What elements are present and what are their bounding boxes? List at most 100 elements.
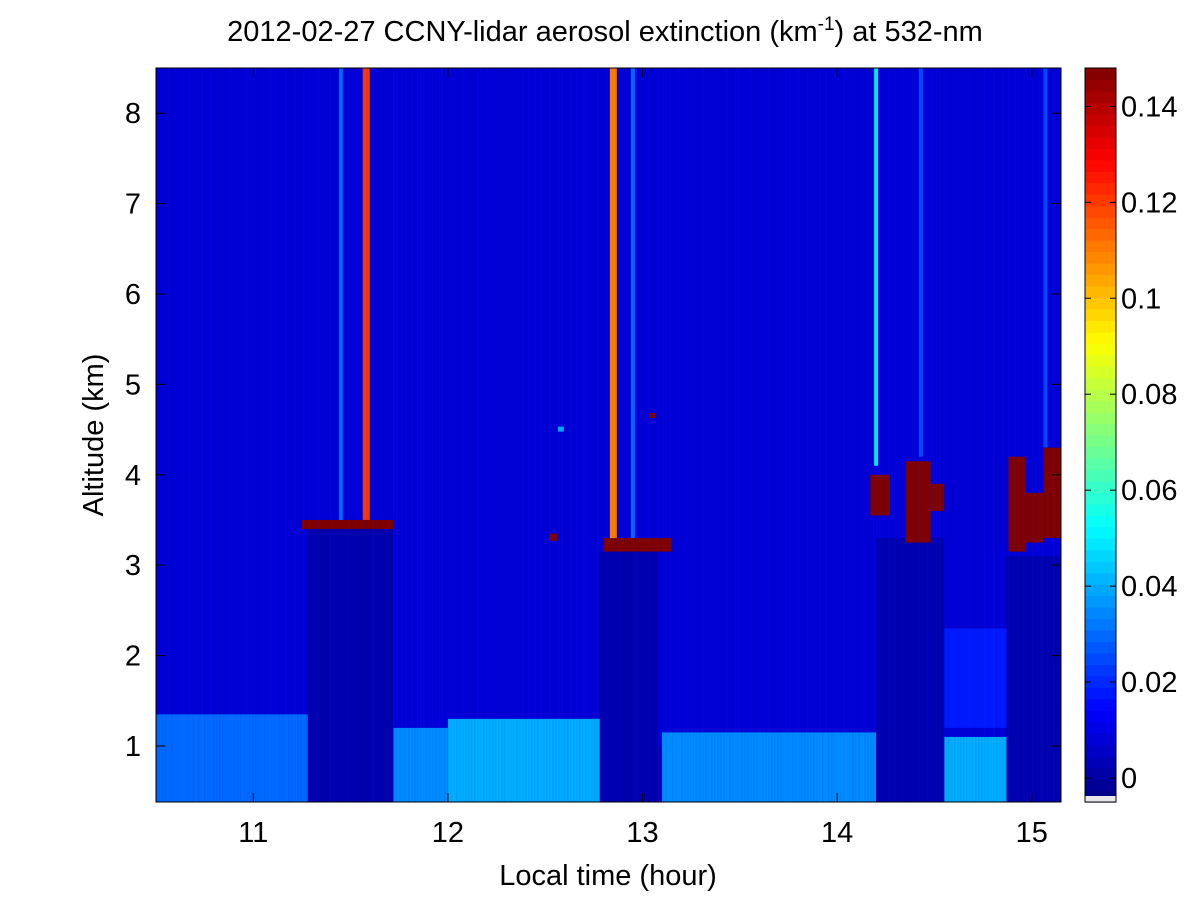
y-tick-label: 6 bbox=[125, 279, 141, 311]
y-axis-label: Altitude (km) bbox=[78, 354, 110, 517]
texture-stripe bbox=[900, 68, 902, 802]
texture-stripe bbox=[834, 68, 836, 802]
colorbar-tick-label: 0.06 bbox=[1121, 475, 1177, 507]
texture-stripe bbox=[342, 68, 344, 802]
y-tick-label: 1 bbox=[125, 731, 141, 763]
colorbar-cell bbox=[1085, 262, 1116, 276]
colorbar-tick-label: 0.04 bbox=[1121, 571, 1177, 603]
cloud-layer bbox=[1008, 456, 1026, 552]
texture-stripe bbox=[1017, 68, 1019, 802]
texture-stripe bbox=[543, 68, 545, 802]
texture-stripe bbox=[891, 68, 893, 802]
y-tick-label: 8 bbox=[125, 98, 141, 130]
texture-stripe bbox=[363, 68, 365, 802]
texture-stripe bbox=[657, 68, 659, 802]
texture-stripe bbox=[1038, 68, 1040, 802]
texture-stripe bbox=[618, 68, 620, 802]
colorbar-cell bbox=[1085, 354, 1116, 367]
texture-stripe bbox=[783, 68, 785, 802]
texture-stripe bbox=[741, 68, 743, 802]
texture-stripe bbox=[480, 68, 482, 802]
texture-stripe bbox=[987, 68, 989, 802]
texture-stripe bbox=[324, 68, 326, 802]
texture-stripe bbox=[1050, 68, 1052, 802]
texture-stripe bbox=[468, 68, 470, 802]
texture-stripe bbox=[1053, 68, 1055, 802]
cloud-streak bbox=[609, 68, 617, 543]
texture-stripe bbox=[600, 68, 602, 802]
texture-stripe bbox=[675, 68, 677, 802]
texture-stripe bbox=[285, 68, 287, 802]
texture-stripe bbox=[999, 68, 1001, 802]
texture-stripe bbox=[819, 68, 821, 802]
heatmap bbox=[156, 68, 1061, 802]
colorbar-below-range bbox=[1085, 796, 1116, 802]
texture-stripe bbox=[882, 68, 884, 802]
colorbar-cell bbox=[1085, 664, 1116, 677]
colorbar-cell bbox=[1085, 526, 1116, 539]
texture-stripe bbox=[477, 68, 479, 802]
texture-stripe bbox=[369, 68, 371, 802]
texture-stripe bbox=[1047, 68, 1049, 802]
texture-stripe bbox=[261, 68, 263, 802]
texture-stripe bbox=[1002, 68, 1004, 802]
texture-stripe bbox=[837, 68, 839, 802]
texture-stripe bbox=[852, 68, 854, 802]
colorbar-cell bbox=[1085, 492, 1116, 505]
texture-stripe bbox=[762, 68, 764, 802]
texture-stripe bbox=[669, 68, 671, 802]
colorbar-tick-label: 0.12 bbox=[1121, 187, 1177, 219]
colorbar-frame bbox=[1084, 67, 1117, 803]
cloud-layer bbox=[930, 483, 945, 511]
texture-stripe bbox=[765, 68, 767, 802]
attenuated-region bbox=[1006, 556, 1061, 802]
texture-stripe bbox=[627, 68, 629, 802]
texture-stripe bbox=[816, 68, 818, 802]
texture-stripe bbox=[444, 68, 446, 802]
texture-stripe bbox=[243, 68, 245, 802]
colorbar-cell bbox=[1085, 102, 1116, 115]
y-tick-label: 4 bbox=[125, 460, 141, 492]
colorbar-cell bbox=[1085, 561, 1116, 574]
texture-stripe bbox=[549, 68, 551, 802]
colorbar-cell bbox=[1085, 182, 1116, 195]
texture-stripe bbox=[417, 68, 419, 802]
attenuated-region bbox=[307, 529, 394, 802]
colorbar-cell bbox=[1085, 515, 1116, 528]
texture-stripe bbox=[405, 68, 407, 802]
colorbar-cell bbox=[1085, 412, 1116, 425]
texture-stripe bbox=[873, 68, 875, 802]
texture-stripe bbox=[735, 68, 737, 802]
texture-stripe bbox=[465, 68, 467, 802]
texture-stripe bbox=[348, 68, 350, 802]
texture-stripe bbox=[579, 68, 581, 802]
colorbar-cell bbox=[1085, 90, 1116, 104]
texture-stripe bbox=[546, 68, 548, 802]
texture-stripe bbox=[516, 68, 518, 802]
texture-stripe bbox=[288, 68, 290, 802]
texture-stripe bbox=[996, 68, 998, 802]
texture-stripe bbox=[426, 68, 428, 802]
texture-stripe bbox=[504, 68, 506, 802]
texture-stripe bbox=[294, 68, 296, 802]
texture-stripe bbox=[945, 68, 947, 802]
texture-stripe bbox=[684, 68, 686, 802]
colorbar-cell bbox=[1085, 595, 1116, 608]
texture-stripe bbox=[1005, 68, 1007, 802]
colorbar-cell bbox=[1085, 572, 1116, 585]
texture-stripe bbox=[381, 68, 383, 802]
texture-stripe bbox=[951, 68, 953, 802]
texture-stripe bbox=[777, 68, 779, 802]
texture-stripe bbox=[822, 68, 824, 802]
texture-stripe bbox=[807, 68, 809, 802]
texture-stripe bbox=[447, 68, 449, 802]
texture-stripe bbox=[531, 68, 533, 802]
texture-stripe bbox=[957, 68, 959, 802]
texture-stripe bbox=[255, 68, 257, 802]
texture-stripe bbox=[654, 68, 656, 802]
texture-stripe bbox=[990, 68, 992, 802]
texture-stripe bbox=[1044, 68, 1046, 802]
texture-stripe bbox=[687, 68, 689, 802]
texture-stripe bbox=[1059, 68, 1061, 802]
texture-stripe bbox=[621, 68, 623, 802]
